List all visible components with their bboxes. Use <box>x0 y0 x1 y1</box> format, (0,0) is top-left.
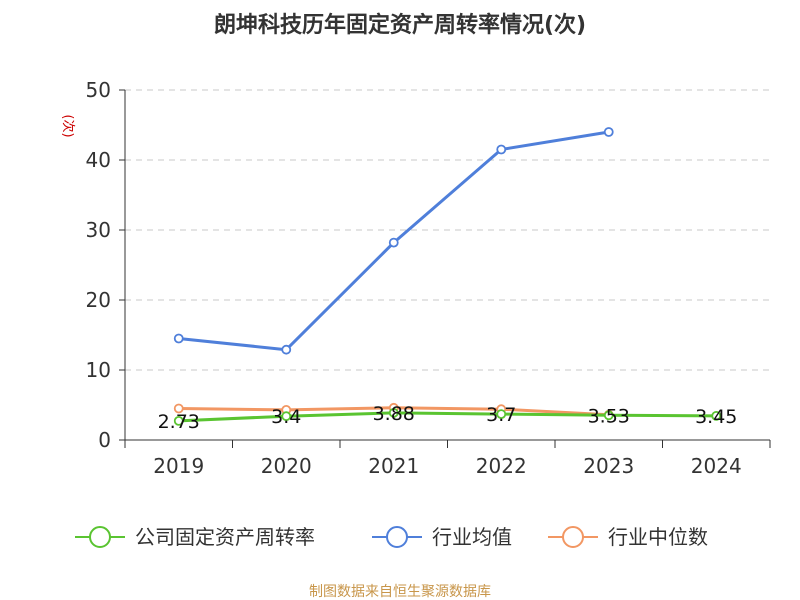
y-tick-label: 0 <box>98 428 111 452</box>
data-point <box>173 403 184 414</box>
legend-marker <box>89 526 111 548</box>
data-point <box>388 237 399 248</box>
data-point <box>603 410 614 421</box>
y-tick-label: 50 <box>86 78 111 102</box>
data-point <box>173 333 184 344</box>
x-tick-label: 2024 <box>691 454 742 478</box>
series-line <box>178 411 717 423</box>
y-tick-label: 40 <box>86 148 111 172</box>
legend-label: 公司固定资产周转率 <box>135 525 315 549</box>
y-axis-label: (次) <box>60 114 76 137</box>
legend-label: 行业中位数 <box>608 525 708 549</box>
x-tick-label: 2023 <box>583 454 634 478</box>
data-label: 3.45 <box>695 406 737 428</box>
y-tick-label: 10 <box>86 358 111 382</box>
legend-item: 行业中位数 <box>548 525 708 549</box>
data-label: 3.53 <box>588 405 630 427</box>
legend-marker <box>562 526 584 548</box>
x-tick-label: 2021 <box>368 454 419 478</box>
data-label: 3.88 <box>373 403 415 425</box>
x-tick-label: 2020 <box>261 454 312 478</box>
data-point <box>173 415 184 426</box>
data-point <box>711 410 722 421</box>
data-point <box>603 127 614 137</box>
legend-marker <box>386 526 408 548</box>
x-tick-label: 2019 <box>153 454 204 478</box>
chart-title: 朗坤科技历年固定资产周转率情况(次) <box>214 12 586 38</box>
data-point <box>388 407 399 418</box>
axes: 0 10 20 30 40 50 2019 2020 2021 2022 2023 2024 <box>86 78 771 478</box>
y-tick-label: 30 <box>86 218 111 242</box>
data-label: 3.4 <box>271 406 301 428</box>
legend-label: 行业均值 <box>432 525 512 549</box>
data-point <box>496 409 507 420</box>
grid <box>125 89 770 371</box>
data-label: 2.73 <box>158 411 200 433</box>
series <box>173 127 722 426</box>
legend-item: 公司固定资产周转率 <box>75 525 315 549</box>
data-point <box>281 344 292 355</box>
data-labels: 2.73 3.4 3.88 3.7 3.53 3.45 <box>158 403 738 433</box>
y-tick-label: 20 <box>86 288 111 312</box>
data-point <box>281 411 292 422</box>
data-point <box>496 144 507 155</box>
data-label: 3.7 <box>486 404 516 426</box>
legend: 公司固定资产周转率 行业均值 行业中位数 <box>75 525 708 549</box>
source-note: 制图数据来自恒生聚源数据库 <box>309 584 491 600</box>
x-tick-label: 2022 <box>476 454 527 478</box>
legend-item: 行业均值 <box>372 525 512 549</box>
